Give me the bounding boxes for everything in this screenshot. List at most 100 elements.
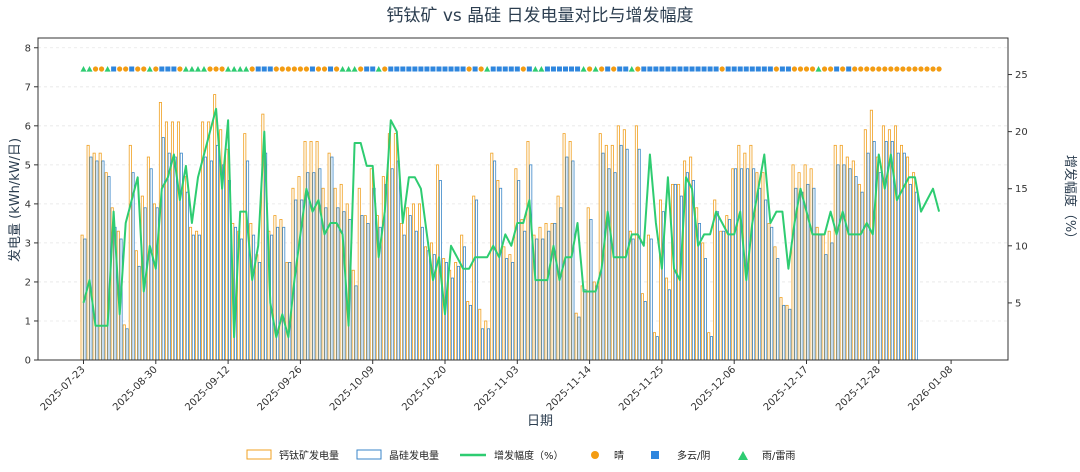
weather-marker-sunny [315,66,322,72]
silicon-bar [481,328,485,361]
silicon-bar [758,187,762,361]
perovskite-bar [701,242,705,361]
weather-marker-sunny [773,66,779,72]
weather-marker-sunny [219,66,225,72]
silicon-bar [258,262,262,361]
weather-marker-sunny [291,66,297,72]
perovskite-bar [207,121,211,361]
perovskite-bar [128,144,132,361]
perovskite-bar [273,215,277,361]
weather-marker-rain [484,66,491,72]
silicon-bar [185,191,189,361]
weather-marker-rain [104,66,111,72]
y-tick-label: 5 [25,160,31,171]
perovskite-bar [731,168,735,361]
weather-marker-cloudy [563,66,568,72]
perovskite-bar [363,215,367,361]
silicon-bar [667,289,671,361]
weather-marker-cloudy [442,66,448,72]
weather-marker-cloudy [430,66,436,72]
perovskite-bar [568,141,572,361]
weather-marker-cloudy [412,66,418,72]
perovskite-bar [279,219,283,361]
weather-marker-rain [182,66,189,72]
silicon-bar [499,187,503,361]
silicon-bar [517,180,521,361]
perovskite-bar [303,141,307,361]
weather-marker-sunny [900,66,906,72]
x-tick-label: 2026-01-08 [906,364,955,413]
x-tick-label: 2025-10-20 [400,364,449,413]
perovskite-bar [321,187,325,361]
silicon-bar [396,160,400,361]
perovskite-bar [574,312,578,361]
weather-marker-sunny [279,66,285,72]
silicon-bar [203,156,207,361]
weather-marker-sunny [930,66,936,72]
perovskite-bar [526,141,530,361]
perovskite-bar [327,152,331,361]
perovskite-bar [393,133,397,361]
silicon-bar [468,304,472,361]
weather-marker-rain [375,66,382,72]
weather-marker-cloudy [689,66,695,72]
weather-marker-sunny [611,66,617,72]
legend-marker-sunny [591,451,599,459]
weather-marker-sunny [98,66,105,72]
silicon-bar [420,226,424,361]
perovskite-bar [454,262,458,361]
perovskite-bar [652,332,656,361]
weather-marker-sunny [358,66,364,72]
silicon-bar [824,254,828,361]
perovskite-bar [592,281,596,361]
perovskite-bar [893,125,897,361]
perovskite-bar [339,183,343,361]
x-tick-label: 2025-09-12 [183,364,232,413]
legend-label-perovskite: 钙钛矿发电量 [279,449,339,462]
silicon-bar [161,137,165,361]
y2-tick-label: 15 [1015,184,1028,195]
silicon-bar [740,168,744,361]
weather-marker-sunny [599,66,605,72]
weather-marker-sunny [520,66,526,72]
perovskite-bar [225,148,229,361]
silicon-bar [89,156,93,361]
perovskite-bar [622,129,626,361]
silicon-bar [167,152,171,361]
silicon-bar [137,265,141,361]
weather-marker-sunny [303,66,310,72]
perovskite-bar [803,164,807,361]
weather-marker-sunny [135,66,141,72]
perovskite-bar [164,121,168,361]
perovskite-bar [514,168,518,361]
y-tick-label: 7 [25,82,31,93]
perovskite-bar [357,187,361,361]
perovskite-bar [80,234,84,361]
weather-marker-rain [580,66,587,72]
weather-marker-rain [345,66,352,72]
perovskite-bar [815,226,819,361]
perovskite-bar [616,125,620,361]
silicon-bar [529,164,533,361]
perovskite-bar [315,141,319,361]
weather-marker-cloudy [665,66,671,72]
weather-marker-sunny [117,66,123,72]
boost-line-layer [82,107,941,339]
silicon-bar [866,152,870,361]
silicon-bar [173,156,177,361]
perovskite-bar [761,172,765,361]
weather-marker-sunny [858,66,864,72]
weather-marker-rain [201,66,207,72]
weather-marker-sunny [249,66,255,72]
weather-marker-cloudy [460,66,466,72]
weather-marker-cloudy [364,66,370,72]
perovskite-bar [183,176,187,361]
silicon-bar [710,336,714,361]
perovskite-bar [86,144,90,361]
weather-marker-rain [532,66,539,72]
perovskite-bar [713,199,717,361]
weather-marker-rain [339,66,346,72]
weather-marker-sunny [297,66,303,72]
silicon-bar [583,289,587,361]
perovskite-bar [839,144,843,361]
